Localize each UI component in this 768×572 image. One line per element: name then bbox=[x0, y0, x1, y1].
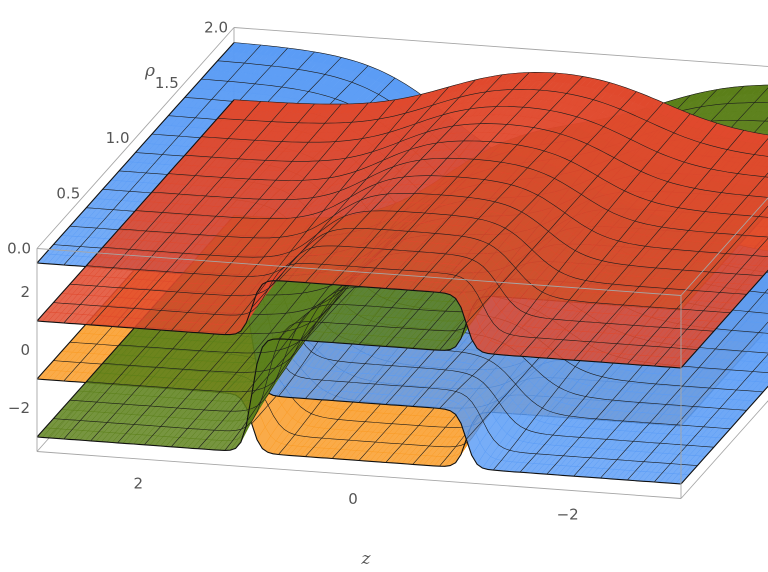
surface-sheets bbox=[36, 42, 768, 485]
